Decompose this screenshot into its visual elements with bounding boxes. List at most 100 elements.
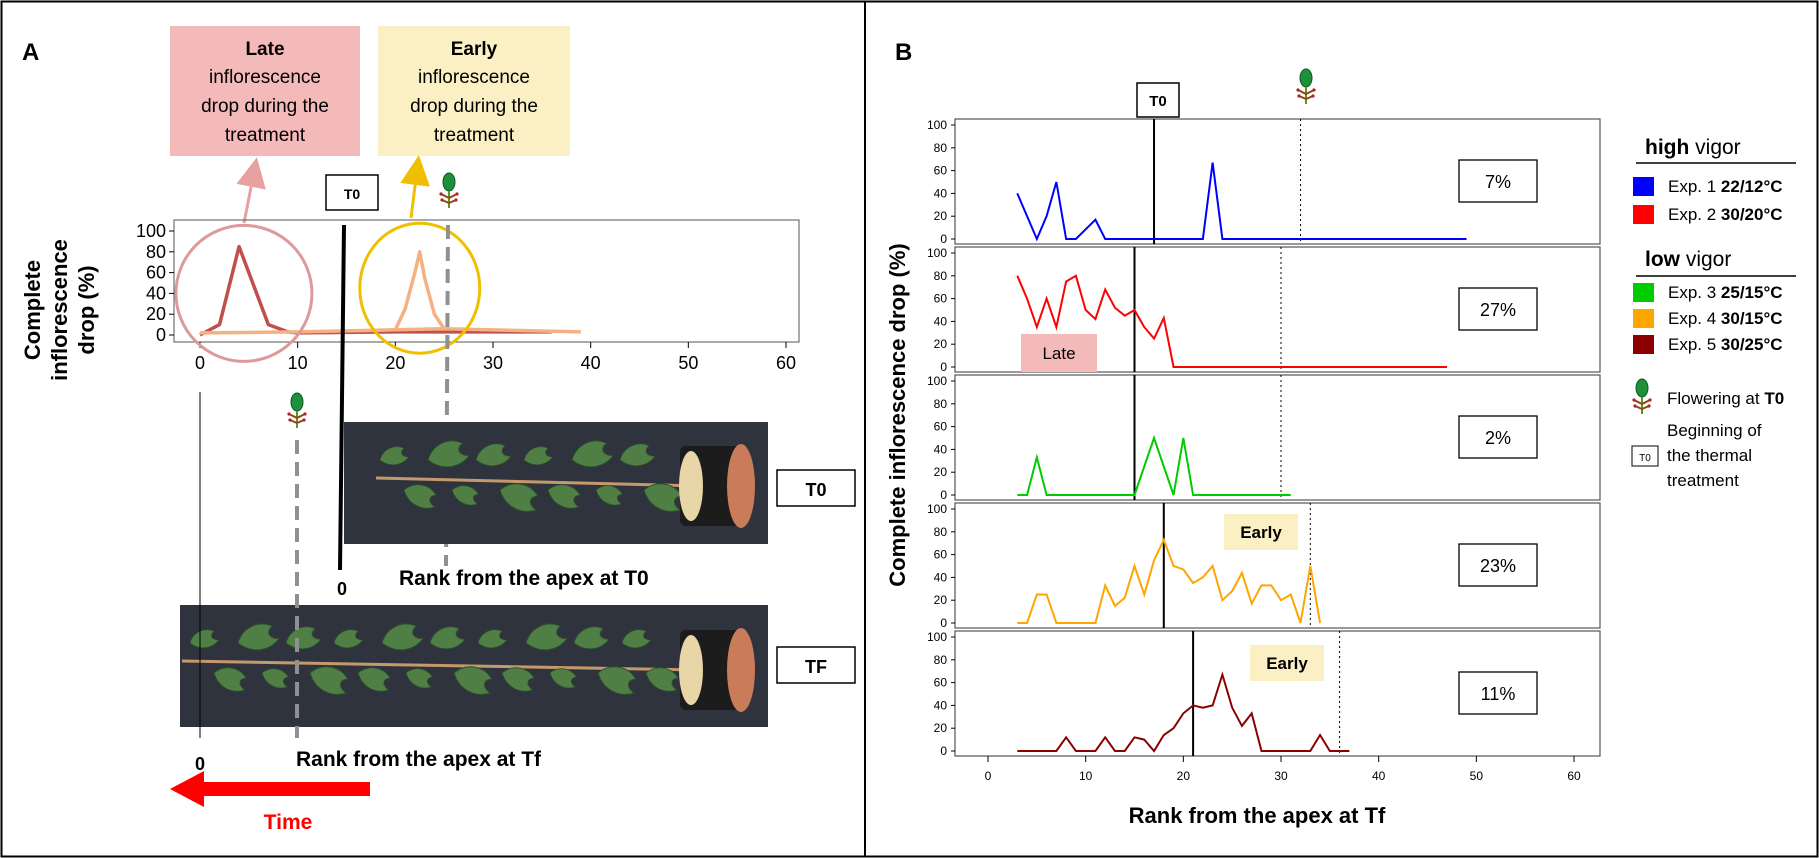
photo-tf-tag — [776, 646, 856, 684]
chart-b-xtick-label: 10 — [1079, 769, 1093, 783]
panel-a: A Late inflorescence drop during the tre… — [20, 26, 856, 834]
photo-tf-tag-text: TF — [805, 657, 827, 677]
late-box-line1: inflorescence — [209, 67, 321, 88]
chart-a-xtick-label: 0 — [195, 353, 205, 373]
panel-a-ylabel: Complete inflorescence drop (%) — [20, 239, 99, 381]
chart-b-ytick-label: 80 — [934, 397, 948, 411]
legend-entry-temp: 25/15°C — [1721, 283, 1783, 302]
legend-entry-name: Exp. 4 — [1668, 309, 1721, 328]
chart-b-ytick-label: 60 — [934, 292, 948, 306]
photo-t0-tag-text: T0 — [805, 480, 826, 500]
flower-icon-bottom — [286, 392, 308, 429]
early-box-line3: treatment — [434, 125, 515, 146]
photo-t0 — [344, 422, 768, 544]
chart-b-series-line-4 — [1017, 537, 1322, 624]
chart-b-xtick-label: 30 — [1274, 769, 1288, 783]
zero-label-top: 0 — [337, 579, 347, 599]
late-box-line2: drop during the — [201, 96, 329, 117]
chart-b-xtick-label: 0 — [985, 769, 992, 783]
panel-a-ylabel-line2: inflorescence — [47, 239, 72, 381]
chart-b-xtick-label: 20 — [1177, 769, 1191, 783]
chart-b-ytick-label: 100 — [927, 118, 947, 132]
legend-flower-icon — [1631, 378, 1653, 415]
chart-b-ytick-label: 0 — [940, 744, 947, 758]
legend-swatch-5 — [1633, 335, 1654, 354]
t0-tag-b-text: T0 — [1149, 93, 1167, 110]
chart-a-xtick-label: 10 — [288, 353, 308, 373]
chart-b-percent-box — [1458, 543, 1538, 587]
chart-b-ytick-label: 40 — [934, 698, 948, 712]
photo-tf — [180, 605, 768, 727]
chart-b-percent-label: 2% — [1485, 428, 1511, 448]
legend-high-bold: high — [1645, 136, 1689, 159]
chart-b-percent-box — [1458, 159, 1538, 203]
chart-b-early-tag-text: Early — [1266, 654, 1308, 673]
chart-b-ytick-label: 60 — [934, 164, 948, 178]
chart-b-series-line-2 — [1016, 274, 1448, 368]
legend-entry-temp: 30/25°C — [1721, 335, 1783, 354]
chart-b-ytick-label: 20 — [934, 593, 948, 607]
late-highlight-circle — [174, 223, 314, 363]
chart-a-xtick-label: 60 — [776, 353, 796, 373]
chart-b-ytick-label: 20 — [934, 721, 948, 735]
late-box — [170, 26, 360, 156]
legend-low-bold: low — [1645, 248, 1681, 271]
time-label: Time — [264, 811, 313, 834]
legend-flowering-text: Flowering at — [1667, 389, 1764, 408]
chart-b-series-line-3 — [1017, 434, 1291, 496]
chart-a-ytick-label: 80 — [146, 242, 166, 262]
flower-dashed-line-top — [444, 224, 450, 567]
chart-b-ytick-label: 100 — [927, 502, 947, 516]
legend-entry-temp: 30/20°C — [1721, 205, 1783, 224]
chart-b-ytick-label: 80 — [934, 269, 948, 283]
chart-b-percent-box — [1458, 415, 1538, 459]
legend-entry-3: Exp. 3 25/15°C — [1668, 283, 1783, 302]
legend-entry-name: Exp. 3 — [1668, 283, 1721, 302]
chart-b-percent-label: 23% — [1480, 556, 1516, 576]
chart-a-series-line-1 — [393, 250, 446, 331]
chart-a-ytick-label: 0 — [156, 325, 166, 345]
chart-b-ytick-label: 40 — [934, 314, 948, 328]
chart-b-percent-label: 27% — [1480, 300, 1516, 320]
chart-a-xtick-label: 20 — [385, 353, 405, 373]
legend-swatch-1 — [1633, 177, 1654, 196]
chart-b-percent-box — [1458, 671, 1538, 715]
t0-tag-b — [1136, 82, 1180, 118]
flower-icon — [438, 172, 460, 209]
chart-b-ytick-label: 20 — [934, 337, 948, 351]
late-arrow — [236, 157, 266, 224]
chart-b-ytick-label: 80 — [934, 653, 948, 667]
chart-b-late-tag-text: Late — [1042, 344, 1075, 363]
t0-tag-a-text: T0 — [344, 186, 361, 202]
chart-b-ytick-label: 0 — [940, 360, 947, 374]
chart-b-ytick-label: 80 — [934, 525, 948, 539]
chart-b-ytick-label: 60 — [934, 420, 948, 434]
legend-swatch-3 — [1633, 283, 1654, 302]
panel-a-ylabel-line1: Complete — [20, 260, 45, 360]
chart-b-ytick-label: 20 — [934, 209, 948, 223]
chart-b-percent-label: 7% — [1485, 172, 1511, 192]
early-box — [378, 26, 570, 156]
late-box-title: Late — [245, 39, 284, 60]
legend-entry-1: Exp. 1 22/12°C — [1668, 177, 1783, 196]
legend-entry-temp: 22/12°C — [1721, 177, 1783, 196]
chart-b-late-tag — [1021, 334, 1097, 372]
early-box-line1: inflorescence — [418, 67, 530, 88]
chart-a-ytick-label: 20 — [146, 304, 166, 324]
legend-flowering-t0: T0 — [1764, 389, 1784, 408]
legend-beginning-line3: treatment — [1667, 471, 1739, 490]
chart-b-ytick-label: 40 — [934, 186, 948, 200]
legend-beginning-line1: Beginning of — [1667, 421, 1762, 440]
chart-b-series-line-5 — [1017, 671, 1350, 753]
panel-a-ylabel-line3: drop (%) — [74, 265, 99, 354]
chart-b-ytick-label: 0 — [940, 488, 947, 502]
chart-b-ytick-label: 60 — [934, 676, 948, 690]
legend-entry-name: Exp. 5 — [1668, 335, 1721, 354]
chart-b: 0204060801007%02040608010027%Late0204060… — [927, 118, 1601, 783]
chart-a-frame — [173, 219, 800, 343]
early-box-line2: drop during the — [410, 96, 538, 117]
panel-b-ylabel: Complete inflorescence drop (%) — [885, 243, 910, 587]
